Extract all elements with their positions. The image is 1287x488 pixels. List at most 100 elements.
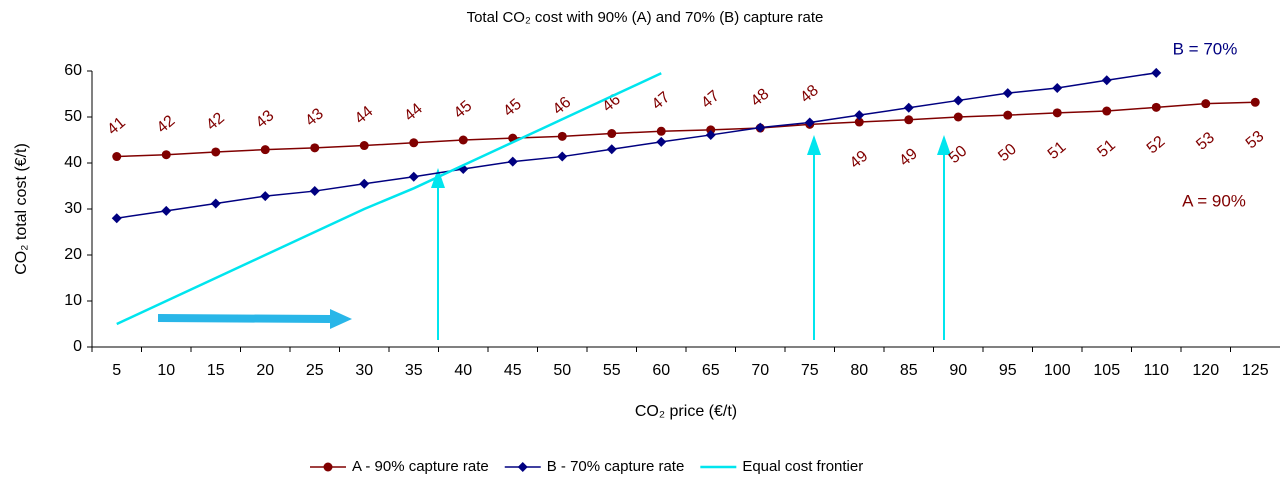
marker [656, 126, 666, 136]
marker [359, 141, 369, 151]
x-tick-label: 125 [1242, 362, 1269, 379]
series [116, 72, 662, 326]
marker [854, 110, 865, 121]
data-label: 47 [698, 87, 723, 112]
marker [458, 135, 468, 145]
marker [854, 117, 864, 127]
x-axis-label: CO₂ price (€/t) [635, 403, 737, 420]
annotation: A = 90% [1182, 191, 1246, 210]
x-tick-label: 65 [702, 362, 720, 379]
marker [507, 156, 518, 167]
data-label: 48 [797, 82, 822, 107]
direction-arrow-head [330, 309, 352, 329]
marker [1151, 67, 1162, 78]
arrow-head [937, 135, 951, 155]
y-axis-label: CO₂ total cost (€/t) [13, 143, 30, 275]
x-tick-label: 95 [999, 362, 1017, 379]
marker [260, 191, 271, 202]
series-line [116, 72, 1157, 219]
x-tick-label: 15 [207, 362, 225, 379]
direction-arrow [157, 314, 331, 323]
data-label: 53 [1193, 129, 1218, 154]
legend-label: A - 90% capture rate [352, 458, 489, 475]
data-label: 45 [500, 96, 525, 121]
x-tick-label: 110 [1143, 362, 1169, 379]
data-label: 43 [253, 107, 278, 132]
series [116, 72, 1157, 219]
data-label: 41 [104, 114, 129, 139]
legend-label: Equal cost frontier [742, 458, 863, 475]
arrow-head [807, 135, 821, 155]
x-tick-label: 60 [652, 362, 670, 379]
marker [557, 151, 568, 162]
marker [112, 152, 122, 162]
marker [1201, 99, 1211, 109]
x-tick-label: 55 [603, 362, 621, 379]
data-label: 44 [401, 100, 426, 125]
data-label: 46 [599, 91, 624, 116]
x-tick-label: 40 [454, 362, 472, 379]
data-label: 49 [847, 148, 872, 173]
data-label: 50 [995, 141, 1020, 166]
marker [408, 171, 419, 182]
y-tick-label: 60 [64, 62, 82, 79]
series [116, 101, 1256, 158]
data-label: 48 [748, 86, 773, 111]
data-label: 47 [649, 89, 674, 114]
data-label: 52 [1144, 133, 1169, 158]
x-tick-label: 50 [553, 362, 571, 379]
x-tick-label: 10 [157, 362, 175, 379]
marker [1052, 83, 1063, 94]
marker [557, 131, 567, 141]
data-label: 51 [1094, 137, 1119, 162]
data-label: 43 [302, 105, 327, 130]
y-tick-label: 20 [64, 246, 82, 263]
marker [903, 102, 914, 113]
marker [1101, 75, 1112, 86]
x-tick-label: 20 [256, 362, 274, 379]
x-tick-label: 100 [1044, 362, 1071, 379]
x-tick-label: 80 [850, 362, 868, 379]
x-tick-label: 45 [504, 362, 522, 379]
data-label: 50 [946, 142, 971, 167]
marker [804, 117, 815, 128]
marker [656, 136, 667, 147]
marker [953, 95, 964, 106]
marker [1003, 110, 1013, 120]
y-tick-label: 30 [64, 200, 82, 217]
series-line [116, 72, 662, 326]
marker [1250, 97, 1260, 107]
marker [1052, 108, 1062, 118]
marker [606, 144, 617, 155]
marker [161, 205, 172, 216]
marker [210, 198, 221, 209]
marker [359, 178, 370, 189]
y-tick-label: 50 [64, 108, 82, 125]
x-tick-label: 105 [1093, 362, 1120, 379]
y-tick-label: 0 [73, 338, 82, 355]
y-tick-label: 10 [64, 292, 82, 309]
marker [111, 213, 122, 224]
x-tick-label: 85 [900, 362, 918, 379]
marker [607, 129, 617, 139]
marker [904, 115, 914, 125]
marker [323, 462, 333, 472]
data-label: 42 [203, 109, 228, 134]
y-tick-label: 40 [64, 154, 82, 171]
x-tick-label: 120 [1192, 362, 1219, 379]
data-label: 51 [1045, 138, 1070, 163]
chart-title: Total CO₂ cost with 90% (A) and 70% (B) … [467, 9, 824, 26]
x-tick-label: 30 [355, 362, 373, 379]
x-tick-label: 70 [751, 362, 769, 379]
marker [1002, 88, 1013, 99]
data-label: 42 [154, 112, 179, 137]
marker [755, 122, 766, 133]
data-label: 49 [896, 145, 921, 170]
legend-label: B - 70% capture rate [547, 458, 685, 475]
marker [1151, 102, 1161, 112]
data-label: 45 [451, 97, 476, 122]
marker [260, 145, 270, 155]
marker [705, 129, 716, 140]
data-label: 44 [352, 103, 377, 128]
marker [310, 143, 320, 153]
